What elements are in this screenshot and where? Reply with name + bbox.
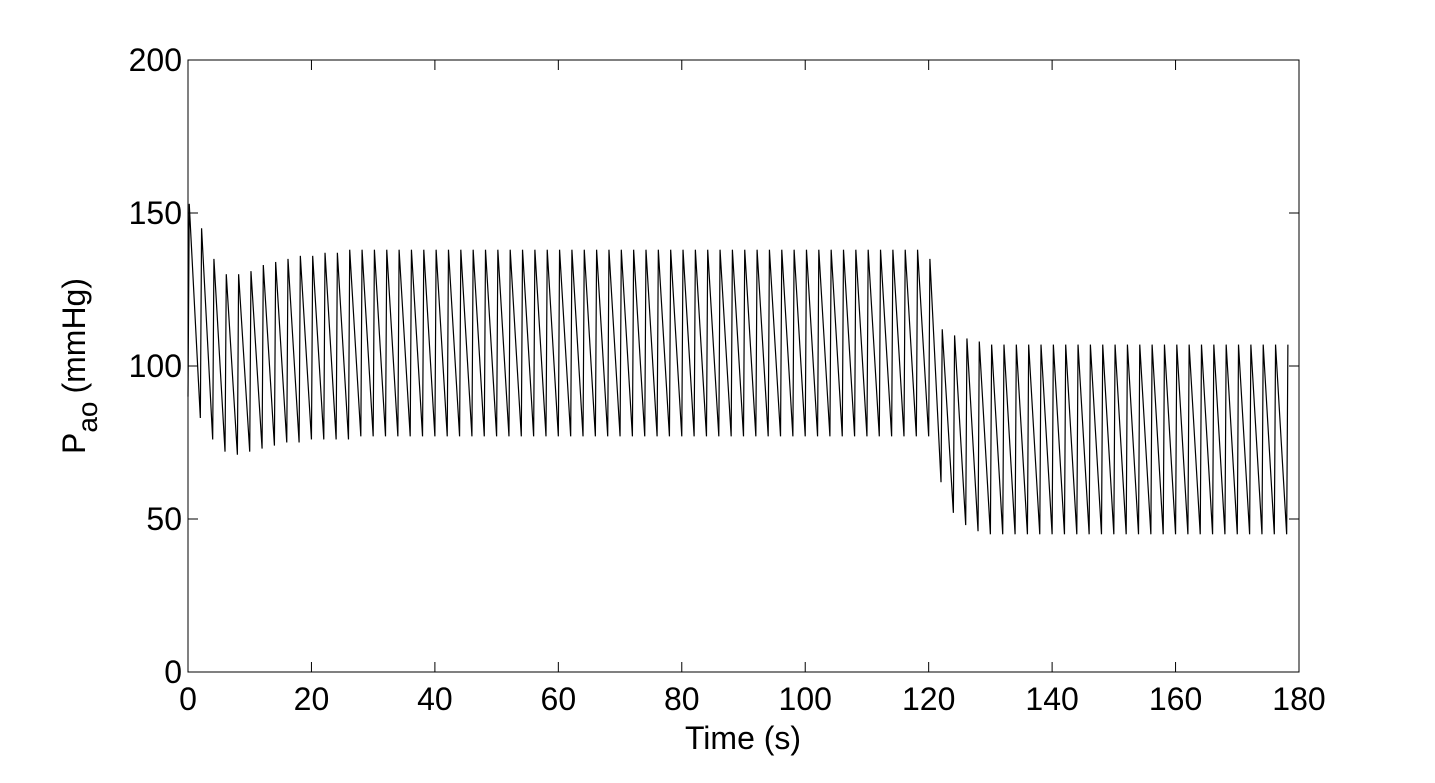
y-tick-label: 100: [129, 348, 182, 384]
x-tick-label: 100: [779, 681, 832, 717]
x-tick-label: 60: [541, 681, 577, 717]
x-tick-label: 0: [179, 681, 197, 717]
x-axis-label: Time (s): [685, 720, 801, 756]
y-axis-label: Pao (mmHg): [56, 278, 103, 454]
x-tick-label: 80: [664, 681, 700, 717]
y-tick-label: 50: [146, 501, 182, 537]
x-tick-label: 180: [1272, 681, 1325, 717]
y-tick-label: 0: [164, 654, 182, 690]
x-tick-label: 160: [1149, 681, 1202, 717]
x-tick-label: 20: [294, 681, 330, 717]
y-label-subscript: ao: [72, 402, 103, 433]
x-tick-label: 140: [1025, 681, 1078, 717]
y-label-unit: (mmHg): [56, 278, 92, 394]
pressure-line: [187, 203, 1289, 535]
y-tick-label: 150: [129, 195, 182, 231]
x-tick-label: 120: [902, 681, 955, 717]
y-tick-label: 200: [129, 42, 182, 78]
y-label-symbol: P: [56, 433, 92, 454]
x-tick-label: 40: [417, 681, 453, 717]
